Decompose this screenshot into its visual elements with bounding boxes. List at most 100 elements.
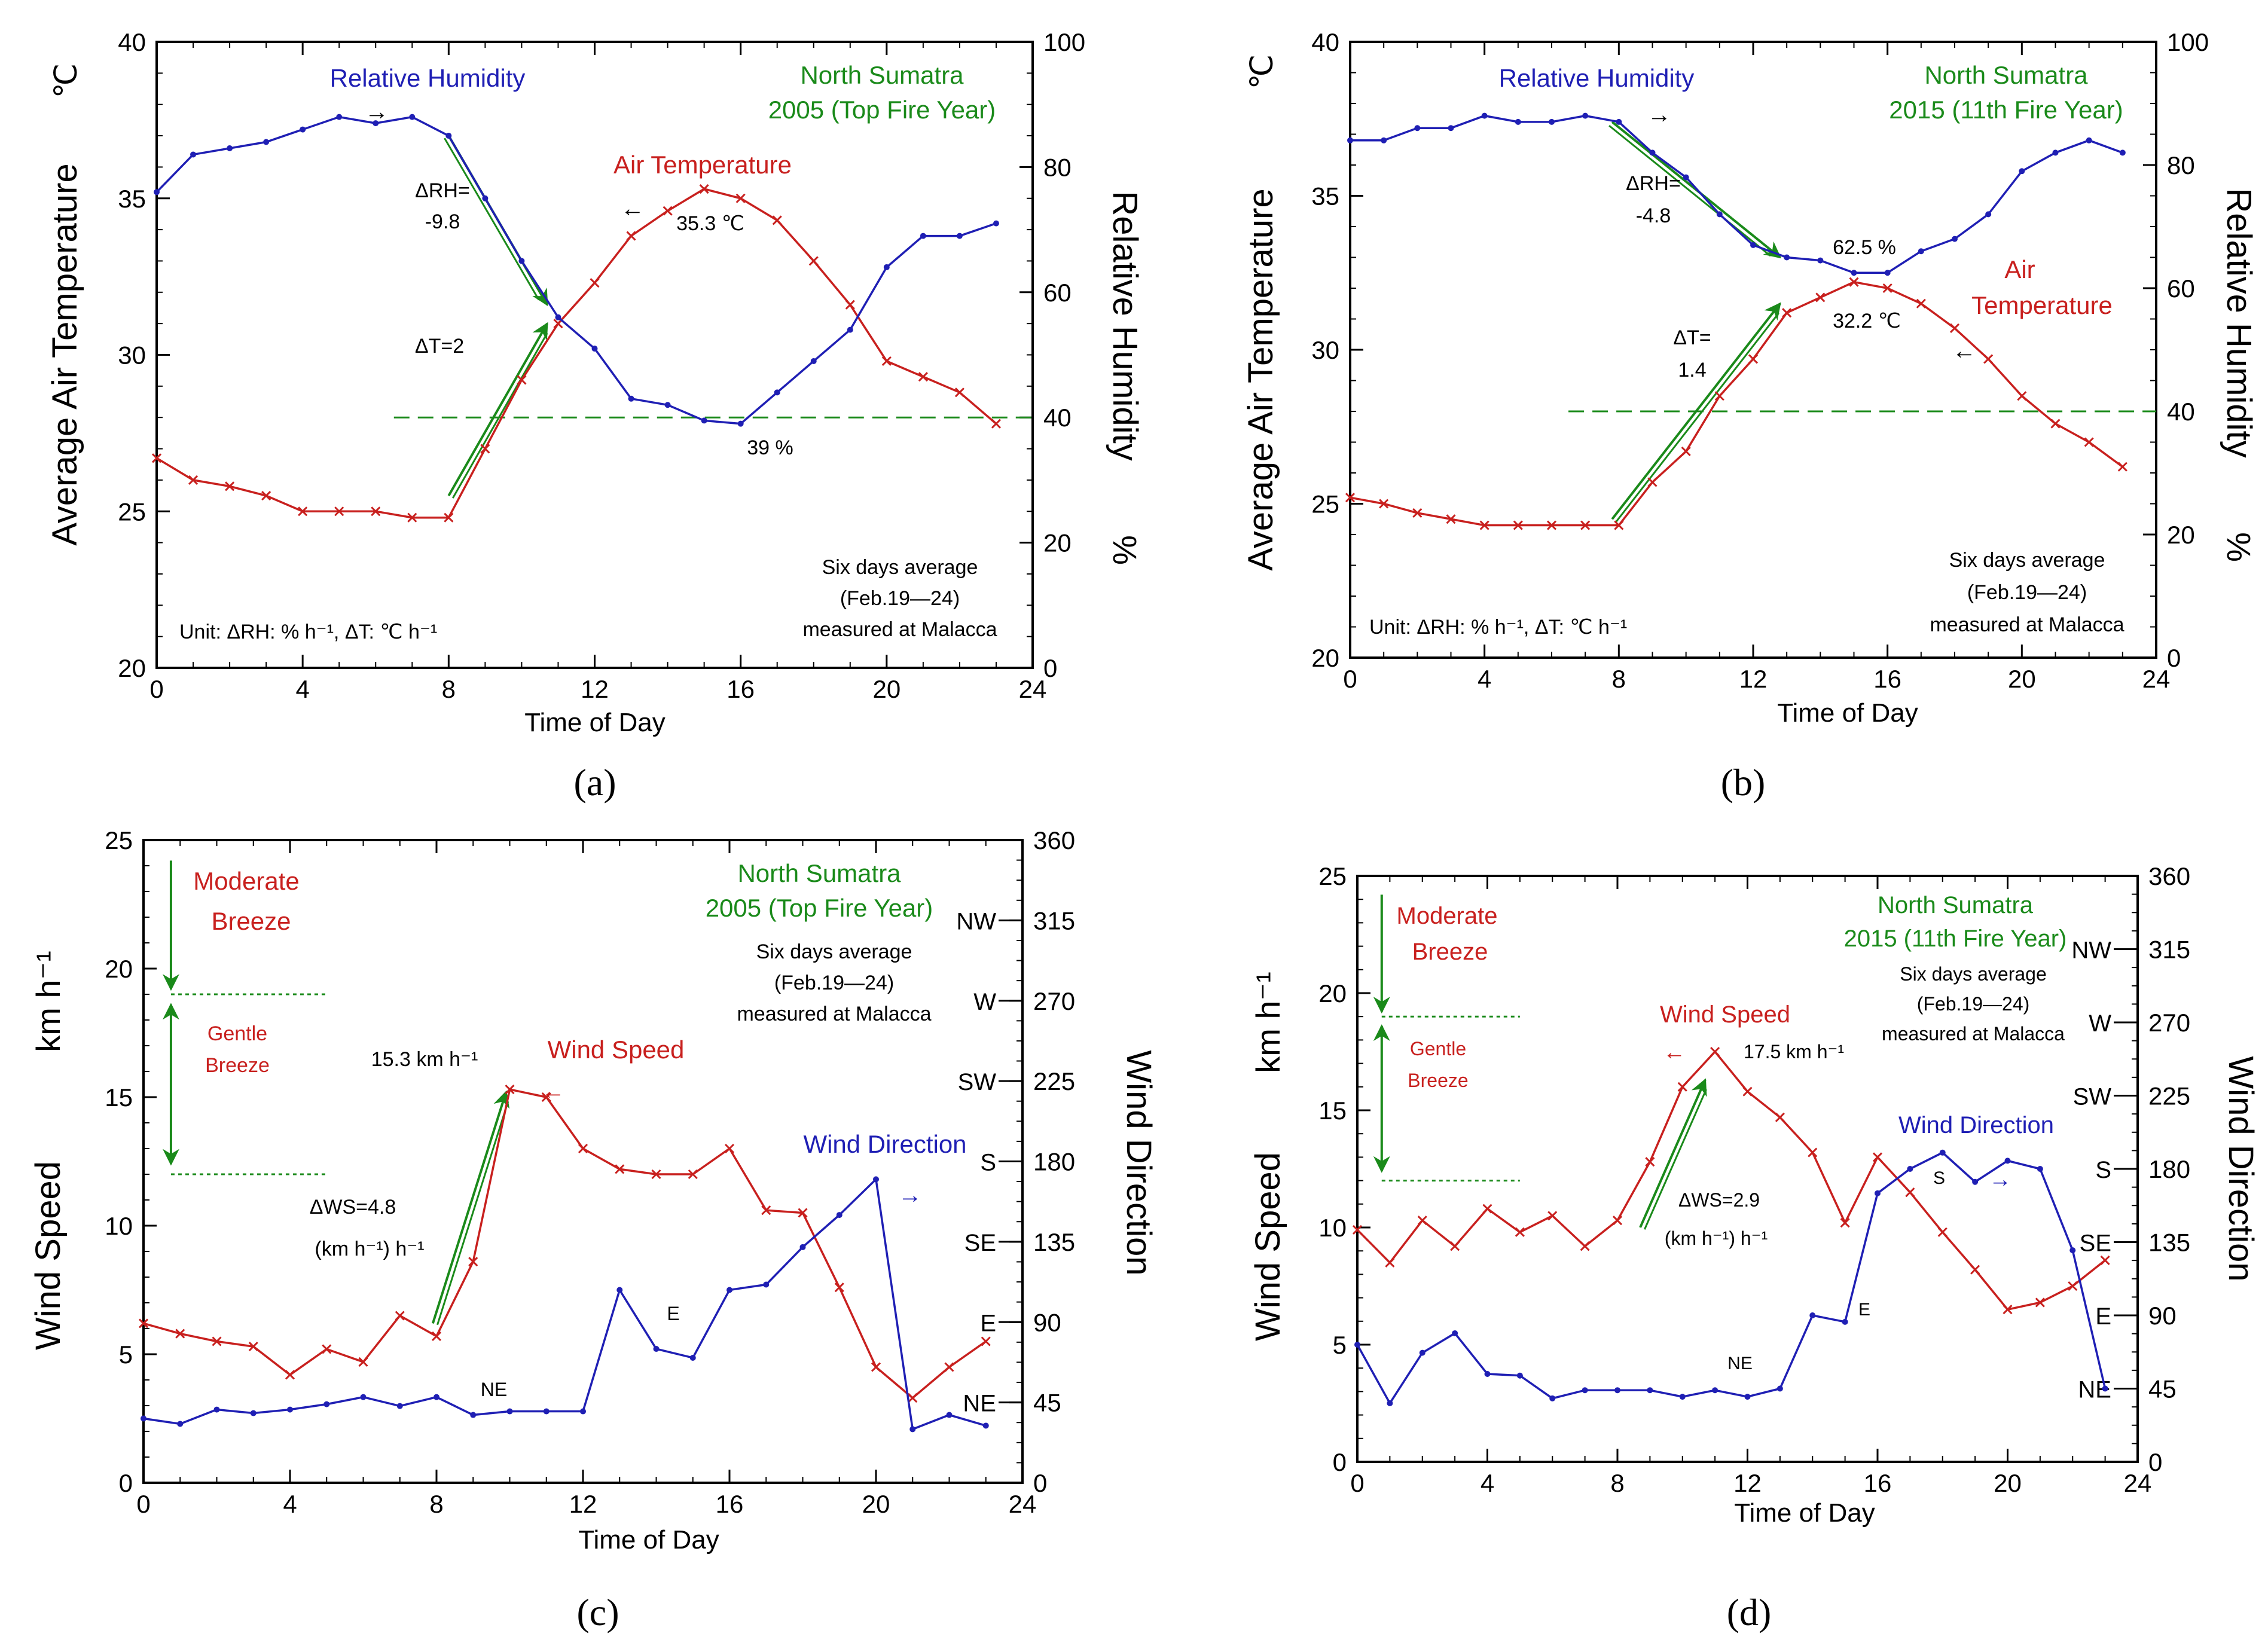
rate-arrow: [447, 322, 548, 497]
y-right-tick-label: 360: [2148, 862, 2190, 890]
y-axis-left-label: Average Air Temperature: [1241, 188, 1280, 570]
wind-direction-line: [143, 1177, 987, 1431]
delta-rh-line2: -4.8: [1636, 204, 1671, 227]
note-line3: measured at Malacca: [1882, 1023, 2065, 1045]
air-temperature-point: [1782, 308, 1792, 318]
relative-humidity-point: [1952, 236, 1958, 242]
point-ne-label: NE: [481, 1379, 507, 1400]
wind-speed-point: [1905, 1187, 1915, 1198]
air-temperature-point: [1412, 508, 1423, 518]
wind-speed-point: [1710, 1046, 1720, 1057]
wind-direction-point: [1842, 1318, 1848, 1325]
rate-arrows: [162, 860, 510, 1326]
relative-humidity-point: [190, 151, 197, 158]
compass-label-w: W: [973, 989, 996, 1015]
compass-label-s: S: [2095, 1157, 2111, 1183]
relative-humidity-point: [774, 389, 780, 396]
x-tick-label: 20: [2008, 665, 2036, 693]
air-temperature-point: [480, 444, 490, 454]
wind-direction-point: [1647, 1387, 1653, 1394]
x-tick-label: 20: [862, 1490, 890, 1518]
relative-humidity-point: [701, 417, 707, 424]
wind-speed-point: [1872, 1152, 1883, 1162]
y-left-tick-label: 10: [1318, 1214, 1347, 1242]
relative-humidity-point: [1549, 118, 1555, 125]
y-right-tick-label: 80: [1043, 153, 1072, 181]
wind-direction-point: [689, 1354, 696, 1361]
rate-arrow-shaft: [436, 1101, 509, 1326]
relative-humidity-point: [1582, 112, 1589, 119]
title-line2: 2005 (Top Fire Year): [706, 894, 933, 922]
point-e-label: E: [667, 1303, 679, 1324]
relative-humidity-point: [1817, 257, 1824, 264]
wind-direction-point: [396, 1403, 403, 1409]
y-axis-left-label: Wind Speed: [29, 1161, 68, 1350]
moderate-breeze-line2: Breeze: [211, 907, 291, 935]
y-left-tick-label: 20: [105, 955, 133, 983]
wind-speed-point: [505, 1085, 515, 1095]
series-group: [138, 1085, 991, 1433]
y-axis-right-label: Relative Humidity: [1106, 191, 1144, 460]
wind-direction-point: [2069, 1247, 2076, 1254]
air-temperature-point: [1513, 520, 1523, 530]
relative-humidity-line: [155, 115, 997, 425]
y-right-tick-label: 80: [2167, 151, 2195, 179]
wind-speed-point: [981, 1336, 991, 1346]
rate-arrow: [1639, 1078, 1707, 1228]
delta-rh-line1: ΔRH=: [1626, 172, 1681, 195]
air-temperature-point: [151, 453, 162, 463]
wind-direction-point: [177, 1421, 184, 1427]
y-right-tick-label: 360: [1033, 826, 1075, 854]
air-temperature-point: [261, 491, 271, 501]
wind-direction-point: [360, 1394, 367, 1400]
y-axis-right-label: Relative Humidity: [2220, 188, 2258, 457]
wind-direction-point: [1809, 1312, 1816, 1318]
x-tick-label: 24: [1019, 675, 1047, 703]
ws-series-label: Wind Speed: [1660, 1001, 1790, 1028]
air-temperature-point: [1345, 493, 1356, 503]
y-right-tick-label: 225: [1033, 1067, 1075, 1095]
wind-direction-point: [616, 1287, 623, 1293]
temp-series-label-line2: Temperature: [1971, 291, 2113, 319]
x-tick-label: 24: [2142, 665, 2171, 693]
y-right-tick-label: 100: [2167, 28, 2209, 56]
wind-speed-line: [143, 1088, 987, 1400]
note-line2: (Feb.19—24): [774, 972, 894, 994]
wind-speed-point: [615, 1164, 625, 1174]
y-axis-left-label: Average Air Temperature: [45, 163, 84, 545]
air-temperature-point: [1815, 292, 1826, 303]
wind-speed-point: [1352, 1224, 1363, 1235]
x-tick-label: 12: [1739, 665, 1768, 693]
x-tick-label: 4: [1478, 665, 1491, 693]
x-tick-label: 8: [1612, 665, 1626, 693]
relative-humidity-point: [1851, 270, 1857, 276]
wind-direction-point: [434, 1394, 439, 1400]
note-line1: Six days average: [1949, 549, 2105, 572]
rate-arrow-shaft: [1615, 312, 1779, 523]
wind-speed-point: [138, 1318, 149, 1329]
ws-arrow: ←: [1663, 1040, 1686, 1065]
wind-direction-point: [1354, 1342, 1360, 1348]
wind-speed-point: [688, 1169, 698, 1180]
x-tick-label: 0: [1343, 665, 1357, 693]
wind-direction-point: [1776, 1385, 1783, 1392]
axis-ticks: 0 4 8 12 16 20 2405101520250459013518022527031…: [1318, 862, 2190, 1497]
wind-direction-point: [141, 1415, 146, 1422]
air-temperature-point: [1748, 354, 1759, 364]
air-temperature-point: [699, 184, 709, 194]
wind-speed-point: [1645, 1157, 1655, 1167]
moderate-breeze-line2: Breeze: [1412, 939, 1488, 965]
x-tick-label: 24: [1009, 1490, 1037, 1518]
air-temperature-point: [1916, 298, 1926, 309]
wind-speed-point: [1970, 1265, 1980, 1275]
air-temperature-point: [407, 512, 417, 523]
wind-speed-point: [322, 1344, 332, 1354]
relative-humidity-point: [1481, 112, 1488, 119]
relative-humidity-point: [373, 120, 379, 127]
moderate-breeze-line1: Moderate: [1397, 903, 1498, 929]
air-temperature-point: [626, 231, 636, 241]
ws-series-label: Wind Speed: [548, 1036, 685, 1064]
wind-direction-point: [250, 1410, 257, 1416]
wind-speed-point: [578, 1143, 588, 1154]
air-temperature-point: [772, 215, 782, 225]
